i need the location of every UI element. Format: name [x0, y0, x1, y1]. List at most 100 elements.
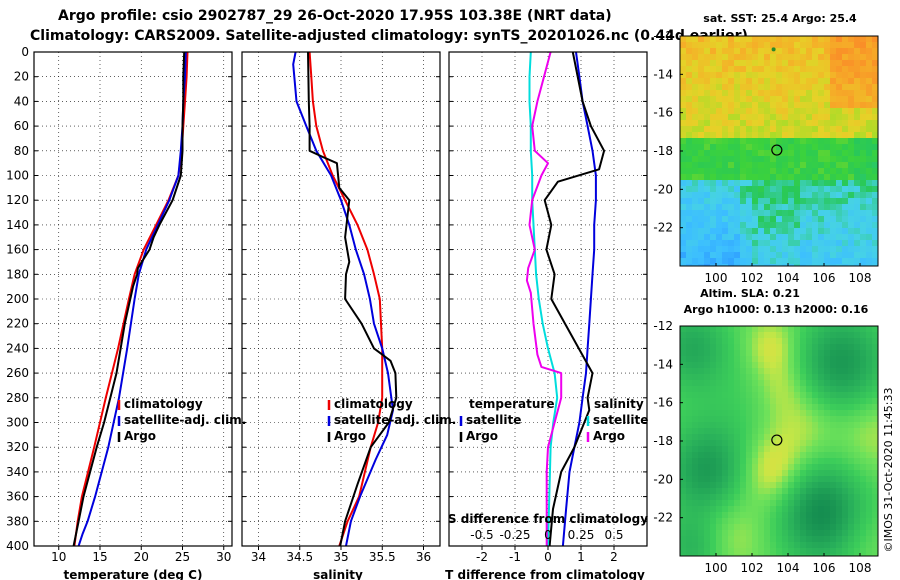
- map-cell: [722, 422, 729, 429]
- map-cell: [824, 482, 831, 489]
- map-cell: [722, 386, 729, 393]
- map-cell: [704, 332, 711, 339]
- map-cell: [734, 108, 741, 115]
- map-cell: [746, 506, 753, 513]
- map-cell: [782, 494, 789, 501]
- map-cell: [734, 536, 741, 543]
- map-cell: [758, 494, 765, 501]
- map-cell: [806, 386, 813, 393]
- map-cell: [746, 518, 753, 525]
- map-cell: [794, 482, 801, 489]
- map-cell: [758, 380, 765, 387]
- map-cell: [860, 506, 867, 513]
- map-cell: [716, 410, 723, 417]
- map-cell: [740, 168, 747, 175]
- map-cell: [794, 458, 801, 465]
- map-cell: [722, 234, 729, 241]
- map-cell: [728, 54, 735, 61]
- map-cell: [758, 368, 765, 375]
- map-cell: [788, 240, 795, 247]
- map-cell: [686, 186, 693, 193]
- map-cell: [722, 150, 729, 157]
- map-cell: [758, 174, 765, 181]
- map-cell: [752, 252, 759, 259]
- map-lon-label: 102: [741, 561, 764, 575]
- map-cell: [842, 512, 849, 519]
- map-cell: [734, 126, 741, 133]
- map-cell: [872, 42, 878, 49]
- map-cell: [692, 368, 699, 375]
- map-cell: [806, 174, 813, 181]
- map-cell: [746, 404, 753, 411]
- map-cell: [728, 162, 735, 169]
- map-cell: [770, 536, 777, 543]
- map-cell: [860, 66, 867, 73]
- map-cell: [794, 162, 801, 169]
- map-cell: [710, 380, 717, 387]
- map-cell: [770, 428, 777, 435]
- map-cell: [872, 228, 878, 235]
- map-cell: [692, 536, 699, 543]
- map-cell: [782, 108, 789, 115]
- map-cell: [716, 386, 723, 393]
- map-cell: [872, 258, 878, 265]
- map-cell: [686, 78, 693, 85]
- map-cell: [710, 180, 717, 187]
- map-cell: [818, 60, 825, 67]
- map-cell: [746, 66, 753, 73]
- map-cell: [710, 530, 717, 537]
- map-cell: [872, 446, 878, 453]
- map-cell: [788, 204, 795, 211]
- map-cell: [782, 90, 789, 97]
- map-cell: [782, 186, 789, 193]
- map-cell: [686, 234, 693, 241]
- map-cell: [734, 102, 741, 109]
- map-cell: [716, 120, 723, 127]
- map-cell: [788, 234, 795, 241]
- map-cell: [866, 494, 873, 501]
- map-cell: [848, 440, 855, 447]
- map-cell: [716, 240, 723, 247]
- map-cell: [830, 216, 837, 223]
- map-cell: [782, 216, 789, 223]
- map-cell: [794, 84, 801, 91]
- map-cell: [788, 90, 795, 97]
- map-cell: [692, 240, 699, 247]
- map-cell: [830, 326, 837, 333]
- map-cell: [734, 506, 741, 513]
- map-cell: [782, 548, 789, 555]
- map-cell: [722, 362, 729, 369]
- map-cell: [848, 156, 855, 163]
- map-cell: [824, 84, 831, 91]
- map-cell: [686, 428, 693, 435]
- map-cell: [698, 524, 705, 531]
- map-cell: [764, 476, 771, 483]
- map-cell: [686, 470, 693, 477]
- map-cell: [782, 102, 789, 109]
- map-cell: [692, 350, 699, 357]
- map-cell: [770, 180, 777, 187]
- map-cell: [680, 404, 687, 411]
- map-cell: [692, 222, 699, 229]
- map-cell: [848, 174, 855, 181]
- map-cell: [740, 548, 747, 555]
- map-cell: [812, 72, 819, 79]
- map-cell: [776, 548, 783, 555]
- map-cell: [788, 180, 795, 187]
- map-cell: [836, 78, 843, 85]
- map-cell: [836, 180, 843, 187]
- map-cell: [860, 156, 867, 163]
- map-cell: [704, 54, 711, 61]
- map-cell: [698, 156, 705, 163]
- map-cell: [698, 518, 705, 525]
- map-cell: [710, 114, 717, 121]
- map-cell: [764, 548, 771, 555]
- map-cell: [770, 96, 777, 103]
- map-cell: [836, 240, 843, 247]
- map-cell: [776, 72, 783, 79]
- map-cell: [776, 362, 783, 369]
- map-cell: [848, 470, 855, 477]
- map-cell: [680, 66, 687, 73]
- map-lat-label: -12: [653, 319, 673, 333]
- map-cell: [746, 542, 753, 549]
